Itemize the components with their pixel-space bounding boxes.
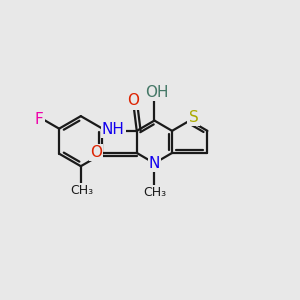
Text: O: O: [127, 93, 139, 108]
Text: O: O: [90, 145, 102, 160]
Text: CH₃: CH₃: [70, 184, 93, 197]
Text: F: F: [34, 112, 43, 127]
Text: OH: OH: [146, 85, 169, 100]
Text: N: N: [149, 156, 160, 171]
Text: S: S: [189, 110, 199, 124]
Text: NH: NH: [102, 122, 124, 137]
Text: CH₃: CH₃: [143, 186, 166, 199]
